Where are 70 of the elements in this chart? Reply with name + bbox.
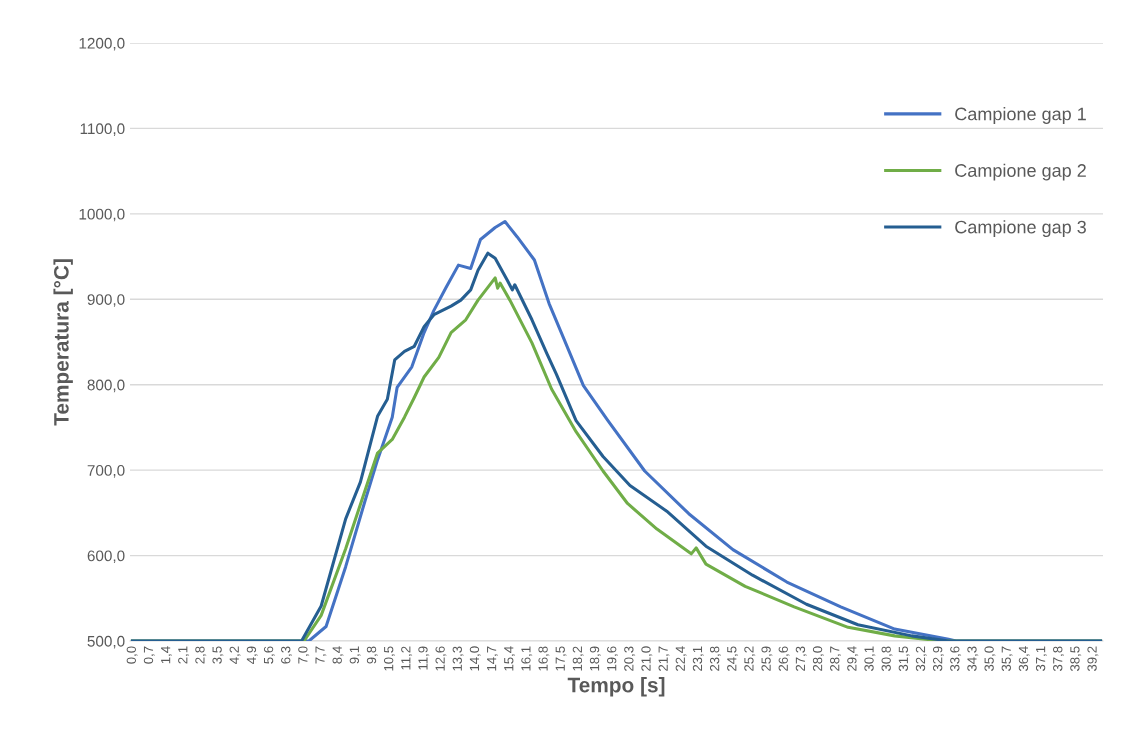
x-tick-label: 2,1	[178, 646, 190, 664]
x-tick-label: 30,1	[864, 646, 876, 672]
x-tick-label: 25,2	[744, 646, 756, 671]
x-tick-label: 23,1	[692, 646, 704, 671]
x-tick-label: 30,8	[881, 646, 893, 672]
x-tick-label: 32,9	[932, 646, 944, 672]
y-tick-label: 500,0	[87, 635, 125, 649]
x-tick-label: 28,0	[812, 646, 824, 671]
x-tick-label: 14,0	[469, 646, 481, 671]
y-tick-label: 800,0	[87, 379, 125, 393]
x-tick-label: 33,6	[950, 646, 962, 672]
y-tick-label: 1100,0	[80, 123, 125, 136]
y-tick-label: 900,0	[87, 294, 125, 307]
x-tick-label: 10,5	[383, 646, 395, 671]
x-tick-label: 39,2	[1087, 646, 1099, 672]
x-tick-label: 8,4	[332, 646, 344, 664]
x-tick-label: 7,7	[315, 646, 327, 664]
x-tick-label: 4,9	[246, 646, 258, 664]
x-tick-label: 35,7	[1001, 646, 1013, 672]
x-tick-label: 36,4	[1018, 646, 1030, 672]
x-tick-label: 3,5	[212, 646, 224, 664]
legend-label: Campione gap 2	[955, 163, 1086, 181]
x-tick-label: 22,4	[675, 646, 687, 671]
x-tick-label: 24,5	[727, 646, 739, 671]
x-tick-label: 14,7	[487, 646, 498, 671]
x-tick-label: 31,5	[898, 646, 910, 672]
x-tick-label: 16,1	[521, 646, 533, 671]
x-tick-label: 20,3	[624, 646, 636, 671]
x-tick-label: 6,3	[281, 646, 292, 664]
x-tick-label: 21,7	[658, 646, 670, 671]
x-tick-label: 32,2	[915, 646, 927, 672]
x-tick-label: 9,1	[349, 646, 361, 664]
x-tick-label: 7,0	[298, 646, 310, 664]
x-axis-title: Tempo [s]	[567, 677, 665, 697]
x-tick-label: 37,8	[1053, 646, 1064, 672]
x-tick-label: 16,8	[538, 646, 550, 671]
x-tick-label: 18,9	[589, 646, 601, 671]
y-axis-title: Temperatura [°C]	[53, 259, 73, 426]
y-tick-label: 600,0	[87, 550, 125, 564]
x-tick-label: 0,0	[126, 646, 138, 664]
x-tick-label: 12,6	[435, 646, 447, 671]
x-tick-label: 1,4	[161, 646, 172, 664]
x-tick-label: 38,5	[1070, 646, 1082, 672]
x-tick-label: 19,6	[607, 646, 618, 671]
x-tick-label: 4,2	[229, 646, 241, 664]
legend-label: Campione gap 3	[955, 220, 1086, 238]
x-tick-label: 23,8	[709, 646, 721, 671]
legend-label: Campione gap 1	[955, 107, 1086, 124]
x-tick-label: 21,0	[641, 646, 653, 671]
x-tick-label: 11,2	[401, 646, 413, 670]
x-tick-label: 27,3	[795, 646, 807, 671]
x-tick-label: 0,7	[143, 646, 155, 664]
y-tick-label: 1200,0	[79, 37, 125, 51]
x-tick-label: 9,8	[366, 646, 378, 664]
x-tick-label: 35,0	[984, 646, 996, 672]
x-tick-label: 29,4	[847, 646, 859, 671]
x-tick-label: 34,3	[967, 646, 979, 672]
x-tick-label: 5,6	[263, 646, 275, 664]
x-tick-label: 15,4	[504, 646, 515, 671]
y-tick-label: 1000,0	[79, 208, 125, 222]
x-tick-label: 25,9	[761, 646, 773, 671]
y-tick-label: 700,0	[87, 465, 125, 478]
x-tick-label: 2,8	[195, 646, 207, 664]
x-tick-label: 37,1	[1035, 646, 1047, 672]
x-tick-label: 17,5	[555, 646, 567, 671]
x-tick-label: 18,2	[572, 646, 584, 671]
x-tick-label: 26,6	[778, 646, 790, 671]
x-tick-label: 28,7	[830, 646, 841, 671]
x-tick-label: 13,3	[452, 646, 464, 671]
x-tick-label: 11,9	[418, 646, 430, 670]
